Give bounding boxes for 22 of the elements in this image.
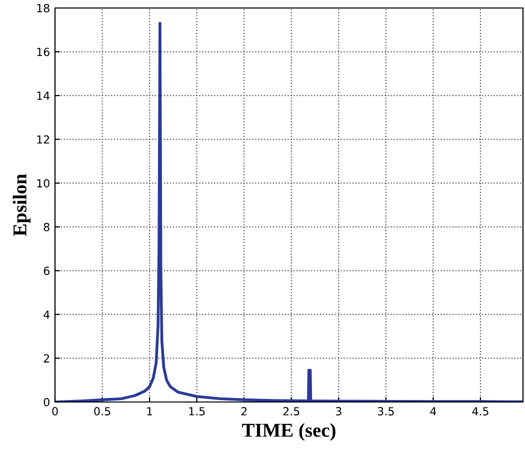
x-tick-label: 2 [241,407,247,416]
y-tick-label: 2 [44,354,50,362]
x-tick-label: 4.5 [472,407,488,416]
y-tick-label: 0 [44,398,50,406]
y-tick-label: 8 [44,222,50,232]
x-tick-label: 3 [336,407,342,416]
x-tick-label: 2.5 [283,407,300,416]
x-tick-label: 0.5 [94,407,110,416]
y-tick-label: 4 [44,310,50,319]
y-tick-label: 14 [37,92,50,100]
x-tick-label: 0 [52,407,58,416]
y-tick-label: 16 [37,48,50,56]
x-tick-label: 1 [147,407,152,416]
y-tick-label: 10 [37,179,50,188]
y-axis-title: Epsilon [12,174,30,236]
x-tick-label: 3.5 [378,407,394,416]
x-tick-label: 4 [430,407,436,416]
y-tick-label: 12 [37,135,50,144]
y-tick-label: 6 [44,266,50,276]
x-axis-title: TIME (sec) [242,423,336,441]
x-tick-label: 1.5 [189,407,205,416]
y-tick-label: 18 [37,4,50,12]
